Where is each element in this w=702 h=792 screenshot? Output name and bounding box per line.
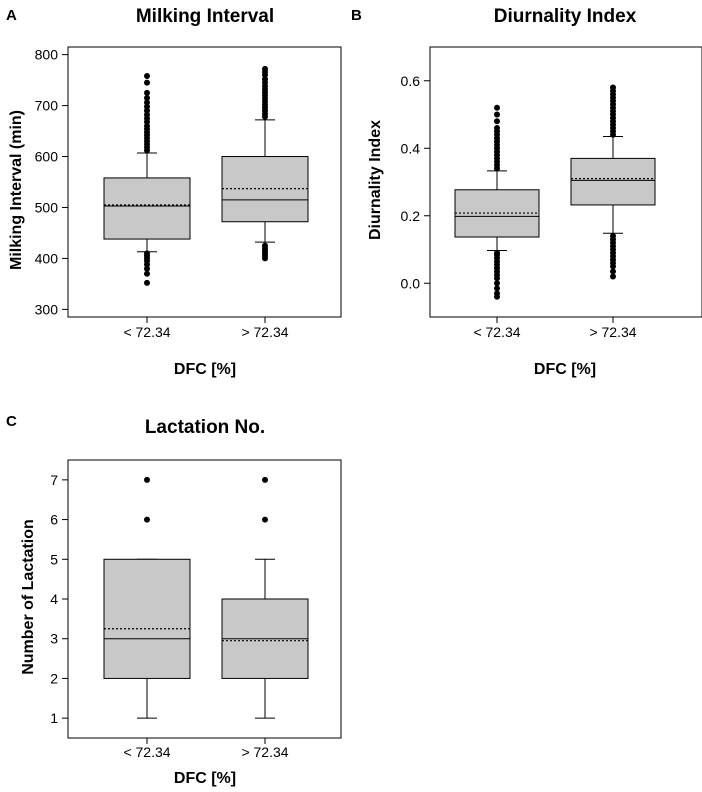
y-tick-label: 0.2 xyxy=(401,208,421,224)
y-tick-label: 700 xyxy=(35,98,59,114)
x-tick-label: < 72.34 xyxy=(123,324,170,340)
y-tick-label: 7 xyxy=(50,472,58,488)
x-axis-label: DFC [%] xyxy=(174,361,236,378)
y-tick-label: 300 xyxy=(35,301,59,317)
outlier-point xyxy=(494,125,500,131)
y-tick-label: 4 xyxy=(50,591,58,607)
outlier-point xyxy=(144,279,150,286)
outlier-point xyxy=(144,94,150,101)
panel-letter-b: B xyxy=(351,7,362,24)
y-tick-label: 600 xyxy=(35,149,59,165)
x-axis-label: DFC [%] xyxy=(174,770,236,787)
y-axis-label: Diurnality Index xyxy=(367,120,384,240)
y-tick-label: 0.6 xyxy=(401,73,421,89)
outlier-point xyxy=(494,290,500,297)
outlier-point xyxy=(144,270,150,277)
outlier-point xyxy=(262,516,268,523)
y-tick-label: 0.0 xyxy=(401,275,421,291)
box xyxy=(570,157,656,206)
panel-letter-a: A xyxy=(6,7,17,24)
y-axis-label: Milking Interval (min) xyxy=(8,110,25,270)
x-axis-label: DFC [%] xyxy=(534,361,596,378)
x-tick-label: < 72.34 xyxy=(123,744,170,760)
outlier-point xyxy=(610,84,616,91)
outlier-point xyxy=(144,516,150,523)
outlier-point xyxy=(610,268,616,275)
y-tick-label: 400 xyxy=(35,250,59,266)
box xyxy=(103,177,191,240)
outlier-point xyxy=(262,476,268,483)
outlier-point xyxy=(144,73,150,80)
outlier-point xyxy=(262,242,268,249)
x-tick-label: > 72.34 xyxy=(241,744,288,760)
outlier-point xyxy=(144,79,150,86)
panel-milking-interval: A Milking Interval DFC [%] Milking Inter… xyxy=(6,6,342,378)
plot-area: 1 2 3 4 5 6 7 < 72.34 > 72.34 xyxy=(50,459,342,760)
outlier-point xyxy=(494,111,500,118)
outlier-point xyxy=(494,285,500,292)
outlier-point xyxy=(144,250,150,257)
box xyxy=(221,156,309,223)
outlier-point xyxy=(610,273,616,280)
y-tick-label: 5 xyxy=(50,551,58,567)
outlier-point xyxy=(494,280,500,287)
y-tick-label: 2 xyxy=(50,670,58,686)
y-tick-label: 3 xyxy=(50,631,58,647)
chart-title: Diurnality Index xyxy=(494,6,637,27)
y-tick-label: 6 xyxy=(50,512,58,528)
y-tick-label: 800 xyxy=(35,47,59,63)
plot-area: 0.0 0.2 0.4 0.6 < 72.34 > 72.34 xyxy=(401,46,702,340)
x-tick-label: < 72.34 xyxy=(473,324,520,340)
panel-letter-c: C xyxy=(6,413,17,430)
plot-area: 300 400 500 600 700 800 < 72.34 > 72.34 xyxy=(35,46,342,340)
outlier-point xyxy=(144,99,150,106)
panel-lactation-number: C Lactation No. DFC [%] Number of Lactat… xyxy=(6,413,342,787)
x-tick-label: > 72.34 xyxy=(241,324,288,340)
y-tick-label: 500 xyxy=(35,199,59,215)
x-tick-label: > 72.34 xyxy=(589,324,636,340)
y-tick-label: 0.4 xyxy=(401,140,421,156)
outlier-point xyxy=(494,104,500,111)
outlier-point xyxy=(494,249,500,256)
outlier-point xyxy=(144,89,150,96)
chart-title: Milking Interval xyxy=(136,6,274,27)
outlier-point xyxy=(144,476,150,483)
outlier-point xyxy=(610,233,616,239)
outlier-point xyxy=(494,118,500,125)
plot-frame xyxy=(429,46,702,318)
box xyxy=(103,558,191,679)
panel-diurnality-index: B Diurnality Index DFC [%] Diurnality In… xyxy=(351,6,702,378)
y-axis-label: Number of Lactation xyxy=(20,519,37,675)
chart-title: Lactation No. xyxy=(145,417,265,438)
plot-frame xyxy=(67,46,342,318)
y-tick-label: 1 xyxy=(50,710,58,726)
outlier-point xyxy=(262,65,268,72)
